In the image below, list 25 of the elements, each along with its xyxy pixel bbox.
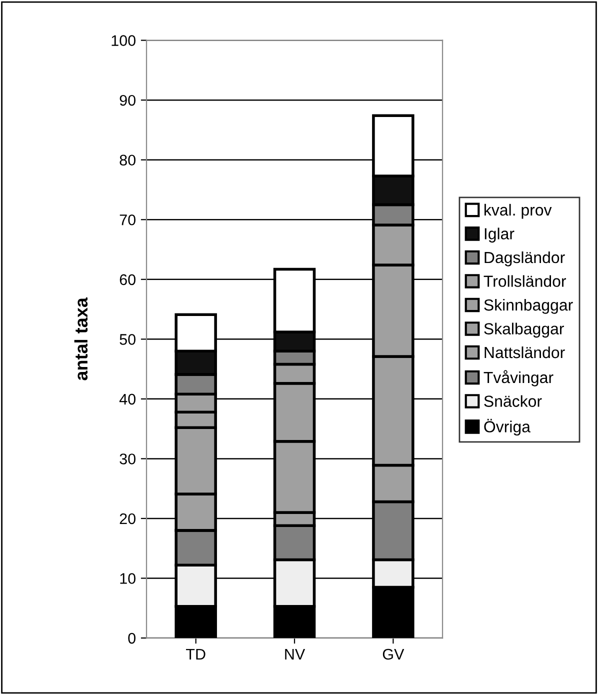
y-tick-label: 40 — [119, 394, 136, 405]
legend-label: Skinnbaggar — [484, 298, 573, 314]
x-tick-label: GV — [382, 648, 404, 660]
y-tick-label: 0 — [128, 632, 136, 644]
y-axis-title: antal taxa — [74, 297, 88, 380]
y-tick-label: 80 — [120, 154, 136, 166]
x-tick-label: NV — [285, 648, 306, 660]
y-tick-label: 100 — [112, 35, 136, 46]
y-tick-label: 30 — [120, 454, 136, 464]
legend-label: Trollsländor — [484, 275, 566, 287]
y-tick-label: 90 — [120, 94, 136, 106]
legend-label: Iglar — [484, 228, 514, 243]
y-tick-label: 60 — [120, 274, 136, 286]
legend-label: kval. prov — [484, 204, 552, 219]
legend-label: Övriga — [484, 418, 530, 436]
y-tick-label: 50 — [120, 334, 136, 345]
x-tick-label: TD — [186, 648, 206, 660]
y-tick-label: 70 — [120, 214, 136, 226]
legend-label: Tvåvingar — [484, 370, 554, 386]
legend-label: Nattsländor — [484, 346, 565, 358]
y-tick-label: 10 — [120, 573, 136, 584]
legend-label: Skalbaggar — [484, 322, 564, 338]
y-tick-label: 20 — [120, 513, 136, 524]
legend-label: Snäckor — [484, 395, 542, 407]
legend-label: Dagsländor — [484, 251, 565, 266]
